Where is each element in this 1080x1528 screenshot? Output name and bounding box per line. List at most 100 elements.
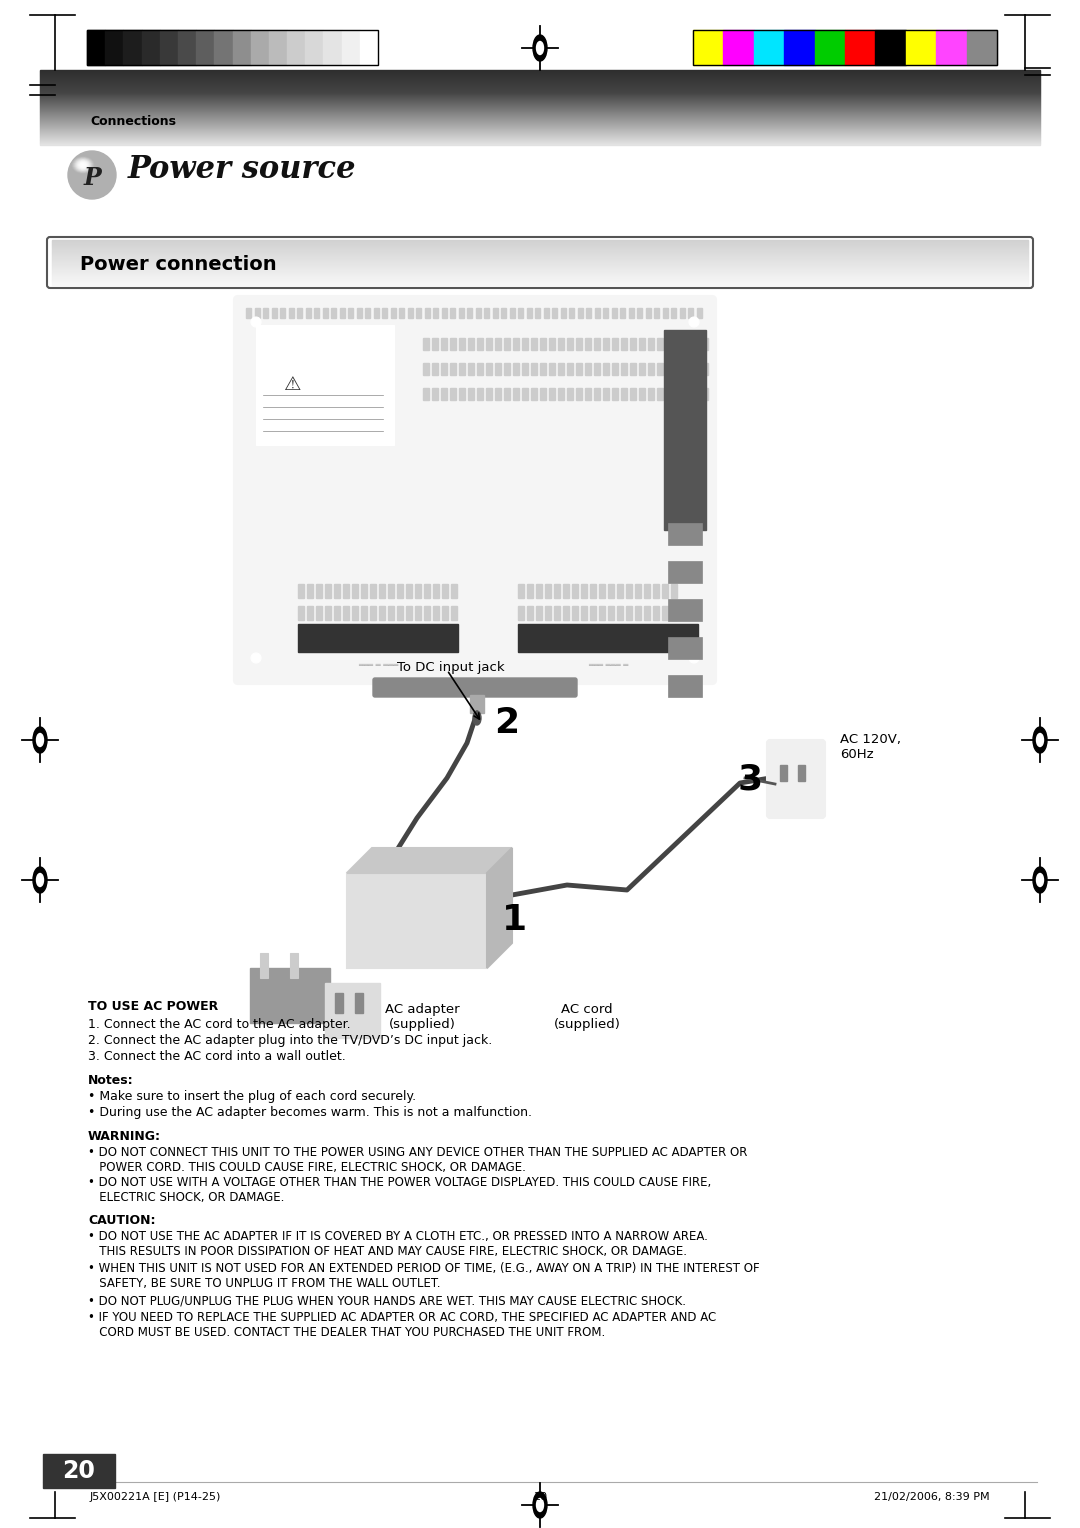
Bar <box>330 309 336 318</box>
Text: WARNING:: WARNING: <box>87 1131 161 1143</box>
Bar <box>612 364 618 374</box>
Bar <box>495 388 501 400</box>
Bar <box>576 364 582 374</box>
Bar <box>407 309 413 318</box>
Bar <box>486 388 492 400</box>
Text: 2. Connect the AC adapter plug into the TV/DVD’s DC input jack.: 2. Connect the AC adapter plug into the … <box>87 1034 492 1047</box>
Bar <box>549 388 555 400</box>
Bar <box>334 607 340 620</box>
Bar <box>442 584 448 597</box>
Bar <box>459 338 465 350</box>
Bar <box>545 584 551 597</box>
Bar <box>291 953 298 978</box>
Circle shape <box>689 316 699 327</box>
Bar <box>522 364 528 374</box>
Bar <box>382 309 387 318</box>
Bar <box>693 338 699 350</box>
Ellipse shape <box>77 160 89 170</box>
Bar <box>531 364 537 374</box>
Bar <box>298 584 303 597</box>
Bar <box>232 31 251 66</box>
Bar <box>906 31 936 66</box>
Bar <box>251 31 269 66</box>
Circle shape <box>251 316 261 327</box>
Text: Notes:: Notes: <box>87 1074 134 1086</box>
Text: ⚠: ⚠ <box>284 376 301 394</box>
Bar <box>287 31 306 66</box>
Bar <box>936 31 967 66</box>
Bar <box>576 388 582 400</box>
Ellipse shape <box>78 162 87 168</box>
Ellipse shape <box>76 160 90 170</box>
Bar <box>432 338 438 350</box>
Bar <box>361 584 367 597</box>
Text: AC adapter
(supplied): AC adapter (supplied) <box>384 1002 459 1031</box>
Bar <box>397 607 403 620</box>
Text: • DO NOT USE THE AC ADAPTER IF IT IS COVERED BY A CLOTH ETC., OR PRESSED INTO A : • DO NOT USE THE AC ADAPTER IF IT IS COV… <box>87 1230 707 1242</box>
Bar <box>87 31 378 66</box>
Bar <box>662 584 669 597</box>
Bar <box>594 364 600 374</box>
Bar <box>669 599 702 620</box>
Bar <box>360 31 378 66</box>
Bar <box>581 607 588 620</box>
Bar <box>567 388 573 400</box>
Bar <box>648 388 654 400</box>
Bar <box>477 338 483 350</box>
Bar <box>468 388 474 400</box>
Bar <box>355 993 363 1013</box>
Bar <box>197 31 214 66</box>
Bar <box>586 309 591 318</box>
Text: • DO NOT PLUG/UNPLUG THE PLUG WHEN YOUR HANDS ARE WET. THIS MAY CAUSE ELECTRIC S: • DO NOT PLUG/UNPLUG THE PLUG WHEN YOUR … <box>87 1294 686 1306</box>
Ellipse shape <box>68 151 116 199</box>
Ellipse shape <box>473 711 481 724</box>
Bar <box>572 584 578 597</box>
Bar <box>468 338 474 350</box>
Bar <box>484 309 489 318</box>
Ellipse shape <box>75 159 91 171</box>
Text: AC cord
(supplied): AC cord (supplied) <box>554 1002 620 1031</box>
Bar <box>352 607 357 620</box>
Bar <box>432 388 438 400</box>
Text: ═══ ═══ ═: ═══ ═══ ═ <box>588 662 629 671</box>
Bar <box>581 584 588 597</box>
Bar <box>549 364 555 374</box>
Bar <box>415 607 421 620</box>
Bar <box>323 309 327 318</box>
Bar <box>316 584 322 597</box>
Bar <box>365 309 370 318</box>
Bar <box>620 309 625 318</box>
Bar <box>784 31 814 66</box>
Ellipse shape <box>75 159 92 171</box>
Bar <box>662 309 667 318</box>
Bar <box>513 338 519 350</box>
Ellipse shape <box>1037 874 1043 886</box>
Bar <box>260 953 268 978</box>
Bar <box>433 607 438 620</box>
Bar <box>123 31 141 66</box>
Bar <box>105 31 123 66</box>
Bar <box>635 584 642 597</box>
Bar <box>450 309 455 318</box>
FancyBboxPatch shape <box>767 740 825 817</box>
Bar <box>603 309 608 318</box>
Text: • Make sure to insert the plug of each cord securely.: • Make sure to insert the plug of each c… <box>87 1089 416 1103</box>
Bar <box>522 338 528 350</box>
Bar <box>693 364 699 374</box>
Bar <box>307 584 313 597</box>
Bar <box>477 364 483 374</box>
Bar <box>578 309 582 318</box>
Bar <box>653 607 659 620</box>
Bar <box>339 309 345 318</box>
Bar <box>214 31 232 66</box>
Bar <box>249 969 330 1024</box>
Bar <box>264 309 268 318</box>
Bar <box>486 338 492 350</box>
Text: Power source: Power source <box>129 154 356 185</box>
Bar <box>535 309 540 318</box>
Bar <box>693 31 997 66</box>
Bar <box>671 584 677 597</box>
Bar <box>450 364 456 374</box>
Bar <box>626 607 632 620</box>
Ellipse shape <box>1032 727 1047 753</box>
